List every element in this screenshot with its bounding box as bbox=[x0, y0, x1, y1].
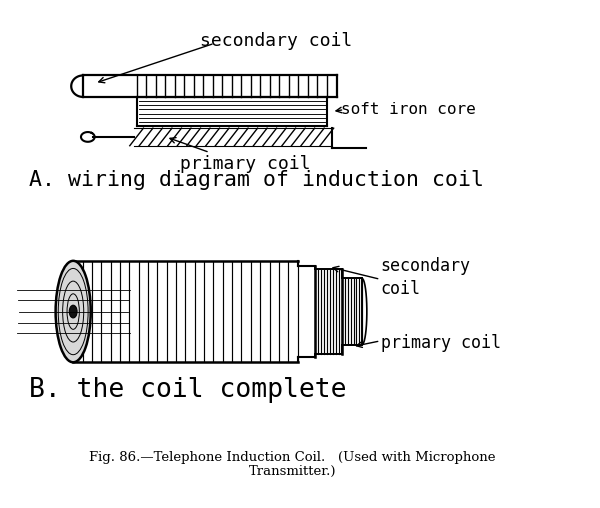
Text: secondary coil: secondary coil bbox=[200, 31, 352, 50]
Text: primary coil: primary coil bbox=[181, 155, 311, 173]
Ellipse shape bbox=[69, 305, 77, 318]
Text: B. the coil complete: B. the coil complete bbox=[29, 377, 347, 403]
Text: Fig. 86.—Telephone Induction Coil.   (Used with Microphone: Fig. 86.—Telephone Induction Coil. (Used… bbox=[89, 451, 496, 464]
Text: secondary
coil: secondary coil bbox=[380, 257, 470, 298]
Text: A. wiring diagram of induction coil: A. wiring diagram of induction coil bbox=[29, 170, 484, 190]
Text: soft iron core: soft iron core bbox=[341, 102, 476, 117]
Text: primary coil: primary coil bbox=[380, 334, 500, 352]
Ellipse shape bbox=[56, 261, 91, 362]
Text: Transmitter.): Transmitter.) bbox=[249, 465, 337, 478]
